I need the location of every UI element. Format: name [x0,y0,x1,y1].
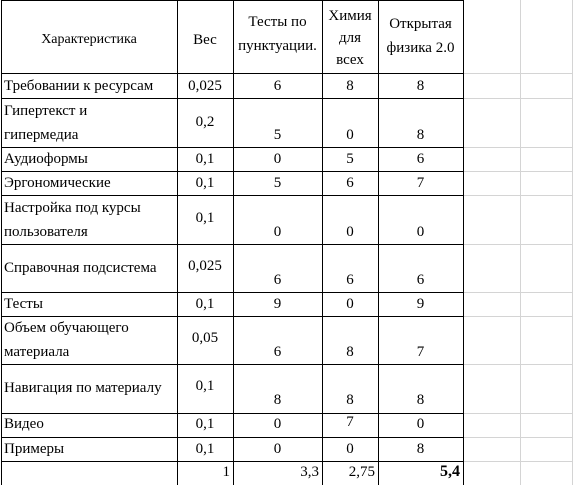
table-border [1,171,464,172]
grid-line [463,413,573,414]
value-cell: 6 [416,272,425,288]
value-cell: 0 [273,151,282,167]
value-cell: 7 [346,414,354,430]
grid-line [463,73,573,74]
grid-line [463,364,573,365]
value-cell: 7 [416,344,425,360]
value-cell: 8 [346,78,354,94]
grid-line [463,292,573,293]
total-cell: 5,4 [440,463,460,480]
weight-cell: 0,05 [191,330,219,346]
value-cell: 9 [416,296,425,312]
grid-line [463,461,573,462]
row-label: Примеры [4,441,65,457]
value-cell: 0 [273,441,282,457]
table-border [1,147,464,148]
value-cell: 6 [416,151,425,167]
table-border [1,0,2,485]
weight-cell: 0,025 [188,258,222,274]
header-cell: Тесты по пунктуации. [238,14,317,54]
weight-cell: 0,1 [195,296,215,312]
value-cell: 6 [346,272,354,288]
grid-line [463,147,573,148]
value-cell: 0 [346,296,354,312]
value-cell: 8 [346,392,354,408]
weight-cell: 0,2 [195,114,215,130]
row-label: Настройка под курсы пользователя [4,200,141,240]
value-cell: 8 [346,344,354,360]
weight-cell: 0,025 [188,78,222,94]
header-cell: Открытая физика 2.0 [386,16,455,56]
table-border [322,0,323,485]
table-border [1,461,464,462]
value-cell: 6 [273,78,282,94]
value-cell: 8 [416,441,425,457]
table-border [1,98,464,99]
row-label: Гипертекст и гипермедиа [4,103,88,143]
value-cell: 8 [416,127,425,143]
row-label: Аудиоформы [4,151,88,167]
table-border [463,0,464,485]
value-cell: 5 [273,127,282,143]
row-label: Тесты [4,296,43,312]
row-label: Эргономические [4,175,111,191]
total-cell: 1 [222,464,231,480]
value-cell: 0 [273,416,282,432]
grid-line [463,244,573,245]
weight-cell: 0,1 [195,175,215,191]
table-border [1,195,464,196]
row-label: Навигация по материалу [4,380,162,396]
value-cell: 0 [416,224,425,240]
table-border [1,292,464,293]
value-cell: 7 [416,175,425,191]
value-cell: 6 [346,175,354,191]
grid-line [463,316,573,317]
weight-cell: 0,1 [195,441,215,457]
grid-line [463,195,573,196]
table-border [1,413,464,414]
value-cell: 0 [273,224,282,240]
value-cell: 9 [273,296,282,312]
value-cell: 6 [273,272,282,288]
grid-line [463,98,573,99]
value-cell: 8 [416,78,425,94]
row-label: Видео [4,416,44,432]
value-cell: 0 [416,416,425,432]
row-label: Справочная подсистема [4,260,157,276]
value-cell: 0 [346,127,354,143]
table-border [1,244,464,245]
row-label: Требовании к ресурсам [4,78,154,94]
total-cell: 2,75 [348,464,375,480]
total-cell: 3,3 [300,464,319,480]
header-cell: Химия для всех [328,8,372,68]
header-cell: Характеристика [41,32,137,47]
weight-cell: 0,1 [195,210,215,226]
table-border [378,0,379,485]
value-cell: 0 [346,224,354,240]
grid-line [463,437,573,438]
table-border [177,0,178,485]
table-border [1,437,464,438]
weight-cell: 0,1 [195,151,215,167]
value-cell: 5 [273,175,282,191]
row-label: Объем обучающего материала [4,320,129,360]
table-border [1,316,464,317]
grid-line [463,171,573,172]
table-border [1,73,464,74]
value-cell: 0 [346,441,354,457]
weight-cell: 0,1 [195,378,215,394]
table-border [1,0,464,1]
table-border [233,0,234,485]
header-cell: Вес [193,32,217,48]
value-cell: 5 [346,151,354,167]
grid-line [520,0,521,485]
table-border [1,364,464,365]
weight-cell: 0,1 [195,416,215,432]
value-cell: 6 [273,344,282,360]
value-cell: 8 [273,392,282,408]
value-cell: 8 [416,392,425,408]
